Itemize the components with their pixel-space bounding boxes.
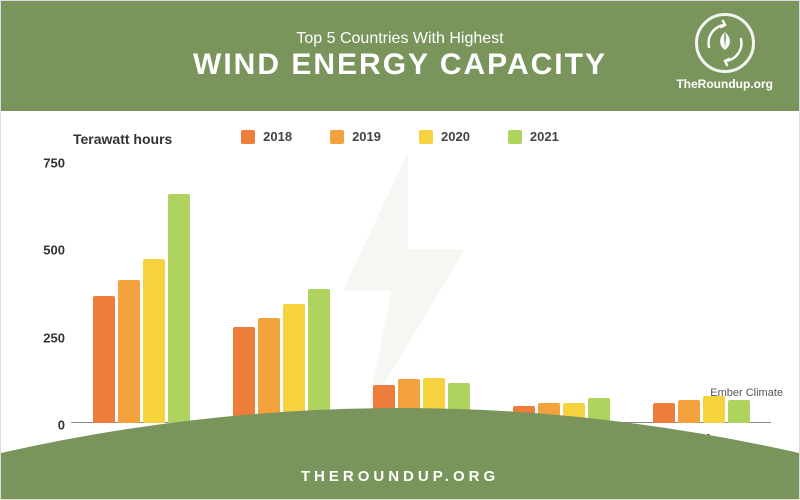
bar <box>283 304 305 423</box>
y-tick-label: 0 <box>29 418 65 433</box>
x-tick-label: UK <box>638 431 764 446</box>
bar <box>373 385 395 423</box>
legend-item: 2021 <box>508 129 559 144</box>
bar <box>703 396 725 423</box>
chart-area: Terawatt hours 2018201920202021 ChinaUSG… <box>1 111 799 453</box>
source-attribution: Ember Climate <box>710 387 783 399</box>
bar <box>308 289 330 423</box>
legend-item: 2019 <box>330 129 381 144</box>
footer: THEROUNDUP.ORG <box>1 453 799 499</box>
bar <box>423 378 445 423</box>
x-tick-label: Germany <box>358 431 484 446</box>
legend-label: 2021 <box>530 129 559 144</box>
bar <box>678 400 700 423</box>
legend-swatch <box>419 130 433 144</box>
footer-text: THEROUNDUP.ORG <box>301 468 499 485</box>
bar <box>728 400 750 423</box>
legend-swatch <box>241 130 255 144</box>
plot-region: ChinaUS Germany Brazil UK <box>71 163 771 423</box>
bar <box>653 403 675 423</box>
bar <box>118 280 140 423</box>
bar <box>448 383 470 423</box>
bar <box>588 398 610 423</box>
bar <box>538 403 560 423</box>
legend-item: 2020 <box>419 129 470 144</box>
brand-text: TheRoundup.org <box>676 77 773 91</box>
bar-group: China <box>78 194 204 423</box>
bar <box>143 259 165 423</box>
y-tick-label: 750 <box>29 156 65 171</box>
bar-group: Brazil <box>498 398 624 423</box>
bar-group: US <box>218 289 344 423</box>
bar <box>168 194 190 423</box>
legend: 2018 2019 2020 2021 <box>1 129 799 144</box>
bar <box>513 406 535 423</box>
bar <box>233 327 255 423</box>
header: Top 5 Countries With Highest WIND ENERGY… <box>1 1 799 111</box>
legend-label: 2018 <box>263 129 292 144</box>
legend-swatch <box>330 130 344 144</box>
legend-item: 2018 <box>241 129 292 144</box>
x-tick-label: US <box>218 431 344 446</box>
infographic-card: Top 5 Countries With Highest WIND ENERGY… <box>0 0 800 500</box>
x-tick-label: China <box>78 431 204 446</box>
x-tick-label: Brazil <box>498 431 624 446</box>
brand-logo: TheRoundup.org <box>676 13 773 91</box>
bar <box>258 318 280 423</box>
legend-label: 2020 <box>441 129 470 144</box>
recycle-leaf-icon <box>695 13 755 73</box>
y-tick-label: 250 <box>29 330 65 345</box>
bar <box>93 296 115 424</box>
y-tick-label: 500 <box>29 243 65 258</box>
header-subtitle: Top 5 Countries With Highest <box>296 30 503 48</box>
bar-group: UK <box>638 396 764 423</box>
bar <box>563 403 585 423</box>
bar-group: Germany <box>358 378 484 423</box>
legend-label: 2019 <box>352 129 381 144</box>
bar <box>398 379 420 423</box>
header-title: WIND ENERGY CAPACITY <box>193 48 607 82</box>
legend-swatch <box>508 130 522 144</box>
